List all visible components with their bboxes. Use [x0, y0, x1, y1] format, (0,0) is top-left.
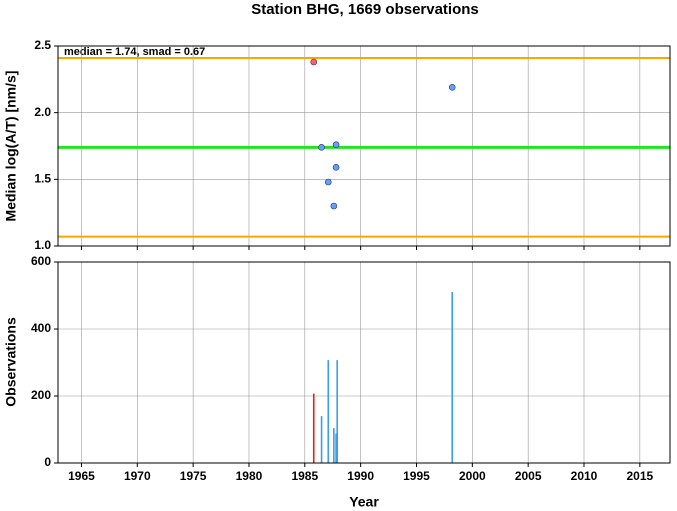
x-tick-label: 2010: [571, 469, 598, 483]
point: [330, 202, 338, 210]
plot-frame: [57, 261, 671, 464]
x-tick-label: 1995: [403, 469, 430, 483]
y-tick-label: 1.5: [34, 172, 51, 186]
x-tick-label: 2000: [459, 469, 486, 483]
y-axis-label: Observations: [3, 317, 19, 407]
x-tick-label: 1980: [236, 469, 263, 483]
point: [332, 141, 340, 148]
y-tick-label: 2.0: [34, 105, 51, 119]
x-tick-label: 1965: [68, 469, 95, 483]
point: [332, 164, 340, 171]
y-tick-label: 600: [31, 254, 51, 268]
annotation: median = 1.74, smad = 0.67: [64, 46, 205, 58]
x-axis-label: Year: [349, 494, 379, 510]
x-tick-label: 1985: [291, 469, 318, 483]
x-tick-label: 1990: [347, 469, 374, 483]
x-tick-label: 1975: [180, 469, 207, 483]
x-tick-label: 2015: [626, 469, 653, 483]
y-tick-label: 1.0: [34, 238, 51, 252]
point: [324, 178, 332, 186]
point: [448, 84, 456, 91]
y-tick-label: 200: [31, 388, 51, 402]
x-tick-label: 2005: [515, 469, 542, 483]
y-axis-label: Median log(A/T) [nm/s]: [3, 71, 19, 222]
y-tick-label: 2.5: [34, 38, 51, 52]
point: [310, 58, 318, 66]
y-tick-label: 0: [44, 455, 51, 469]
point: [318, 144, 325, 151]
y-tick-label: 400: [31, 321, 51, 335]
chart-title: Station BHG, 1669 observations: [251, 1, 479, 18]
plot-frame: [57, 45, 671, 247]
x-tick-label: 1970: [124, 469, 151, 483]
